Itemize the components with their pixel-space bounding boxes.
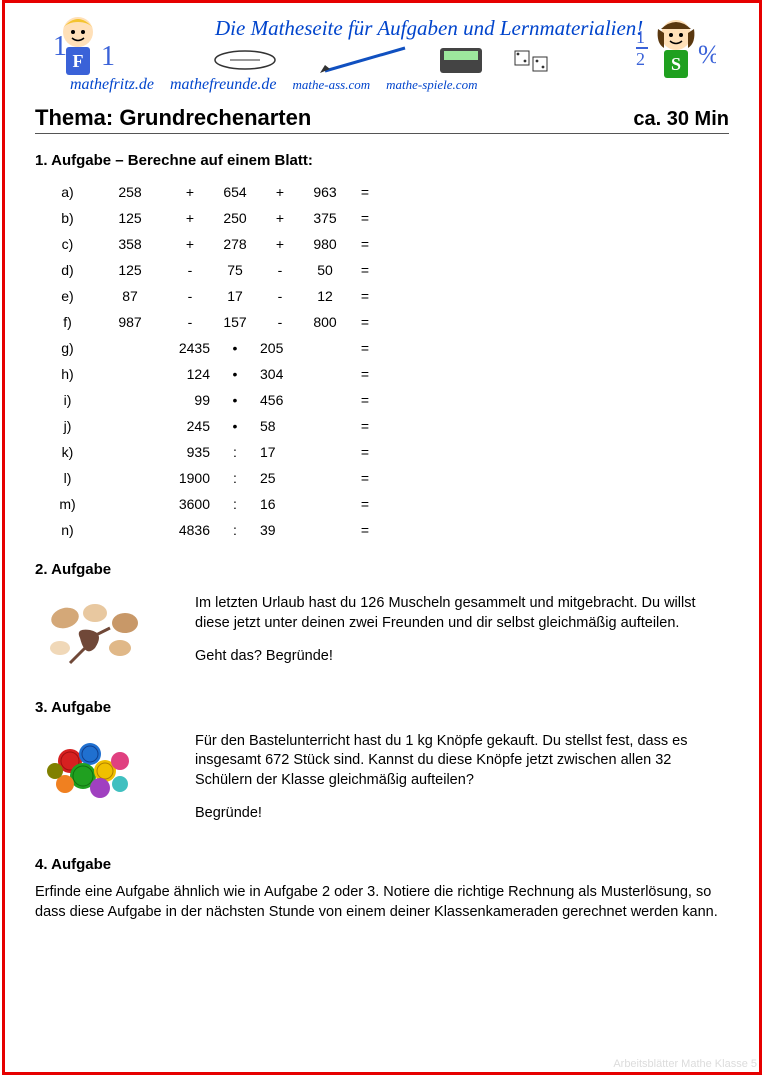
title-label: Thema: <box>35 105 113 130</box>
problem-row: d)125-75-50= <box>45 257 380 283</box>
title-row: Thema: Grundrechenarten ca. 30 Min <box>35 105 729 134</box>
problem-row: c)358+278+980= <box>45 231 380 257</box>
problem-row: n)4836:39= <box>45 517 380 543</box>
header-slogan: Die Matheseite für Aufgaben und Lernmate… <box>215 16 643 41</box>
svg-text:S: S <box>671 54 681 74</box>
task2-heading: 2. Aufgabe <box>35 561 729 578</box>
kid-right-icon: S 1 2 % <box>636 13 716 93</box>
task3-heading: 3. Aufgabe <box>35 699 729 716</box>
task2-block: Im letzten Urlaub hast du 126 Muscheln g… <box>35 588 729 681</box>
problem-row: k)935:17= <box>45 439 380 465</box>
problem-row: b)125+250+375= <box>45 205 380 231</box>
task3-p2: Begründe! <box>195 804 729 824</box>
problem-row: g)2435•205= <box>45 335 380 361</box>
problem-row: m)3600:16= <box>45 491 380 517</box>
task4-text: Erfinde eine Aufgabe ähnlich wie in Aufg… <box>35 883 729 922</box>
problem-row: h)124•304= <box>45 361 380 387</box>
shells-icon <box>35 588 165 678</box>
problem-row: a)258+654+963= <box>45 179 380 205</box>
page-title: Thema: Grundrechenarten <box>35 105 311 131</box>
problem-row: f)987-157-800= <box>45 309 380 335</box>
worksheet-page: F 1 1 S 1 2 % Die Matheseite für Aufgabe… <box>2 0 762 1075</box>
task2-text: Im letzten Urlaub hast du 126 Muscheln g… <box>195 588 729 681</box>
problem-row: i)99•456= <box>45 387 380 413</box>
task3-block: Für den Bastelunterricht hast du 1 kg Kn… <box>35 726 729 838</box>
tools-icon <box>205 43 565 78</box>
task2-p1: Im letzten Urlaub hast du 126 Muscheln g… <box>195 594 729 633</box>
watermark: Arbeitsblätter Mathe Klasse 5 <box>613 1058 757 1070</box>
task4-heading: 4. Aufgabe <box>35 856 729 873</box>
task1-heading: 1. Aufgabe – Berechne auf einem Blatt: <box>35 152 729 169</box>
problem-row: l)1900:25= <box>45 465 380 491</box>
task3-p1: Für den Bastelunterricht hast du 1 kg Kn… <box>195 732 729 791</box>
svg-text:2: 2 <box>636 49 645 69</box>
svg-text:%: % <box>698 40 716 69</box>
buttons-icon <box>35 726 165 816</box>
problem-row: e)87-17-12= <box>45 283 380 309</box>
site-link: mathe-ass.com <box>292 77 370 92</box>
time-estimate: ca. 30 Min <box>633 108 729 131</box>
svg-text:F: F <box>73 51 84 71</box>
site-link: mathe-spiele.com <box>386 77 477 92</box>
task3-text: Für den Bastelunterricht hast du 1 kg Kn… <box>195 726 729 838</box>
site-link: mathefreunde.de <box>170 76 276 93</box>
header-banner: F 1 1 S 1 2 % Die Matheseite für Aufgabe… <box>20 8 744 103</box>
task2-p2: Geht das? Begründe! <box>195 647 729 667</box>
title-topic: Grundrechenarten <box>119 105 311 130</box>
header-sites: mathefritz.de mathefreunde.de mathe-ass.… <box>70 76 489 94</box>
svg-text:1: 1 <box>101 41 115 72</box>
site-link: mathefritz.de <box>70 76 154 93</box>
problems-table: a)258+654+963=b)125+250+375=c)358+278+98… <box>45 179 380 543</box>
problem-row: j)245•58= <box>45 413 380 439</box>
svg-text:1: 1 <box>53 31 67 62</box>
